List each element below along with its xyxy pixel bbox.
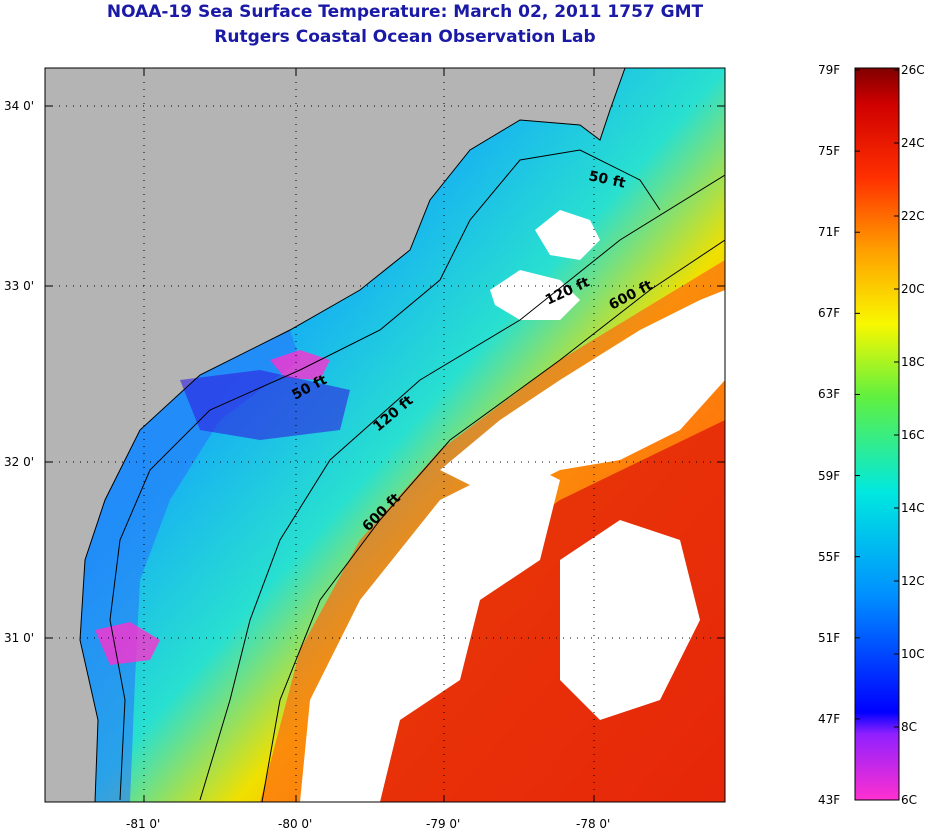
axis-ticks — [45, 68, 725, 802]
colorbar-label-fahrenheit: 47F — [818, 711, 841, 726]
colorbar-label-fahrenheit: 71F — [818, 225, 841, 240]
cool-shelf-water — [80, 330, 300, 802]
cold-patch-c — [180, 370, 350, 440]
colorbar-label-fahrenheit: 75F — [818, 144, 841, 159]
colorbar-label-fahrenheit: 55F — [818, 549, 841, 564]
contour-label-50ft: 50 ft — [587, 168, 627, 191]
lon-tick-label: -81 0' — [126, 817, 160, 831]
colorbar-label-fahrenheit: 43F — [818, 793, 841, 807]
cloud-mask-d — [535, 210, 600, 260]
contour-120ft — [199, 174, 725, 801]
lon-tick-label: -79 0' — [426, 817, 460, 831]
colorbar-label-celsius: 6C — [901, 793, 918, 807]
cold-patch-a — [270, 350, 330, 380]
cloud-mask-b — [440, 290, 725, 500]
colorbar-label-fahrenheit: 67F — [818, 306, 841, 321]
lon-tick-label: -78 0' — [576, 817, 610, 831]
cloud-mask-a — [300, 460, 560, 802]
colorbar-label-fahrenheit: 63F — [818, 387, 841, 402]
lat-tick-label: 33 0' — [4, 279, 34, 293]
cloud-mask-c — [490, 270, 580, 320]
colorbar-label-celsius: 20C — [901, 282, 925, 296]
colorbar — [854, 67, 900, 801]
lat-tick-label: 31 0' — [4, 631, 34, 645]
contour-50ft — [109, 149, 661, 801]
colorbar-label-celsius: 12C — [901, 574, 925, 588]
lon-tick-label: -80 0' — [278, 817, 312, 831]
lat-tick-label: 34 0' — [4, 99, 34, 113]
coastline — [79, 68, 626, 802]
colorbar-label-celsius: 24C — [901, 136, 925, 150]
colorbar-label-fahrenheit: 51F — [818, 630, 841, 645]
colorbar-ticks — [855, 69, 899, 801]
colorbar-label-celsius: 8C — [901, 720, 918, 734]
colorbar-label-fahrenheit: 79F — [818, 63, 841, 77]
cloud-mask-e — [560, 520, 700, 720]
colorbar-label-celsius: 14C — [901, 501, 925, 515]
lat-tick-label: 32 0' — [4, 455, 34, 469]
colorbar-label-celsius: 22C — [901, 209, 925, 223]
contour-600ft — [261, 239, 725, 802]
colorbar-label-celsius: 10C — [901, 647, 925, 661]
colorbar-label-fahrenheit: 59F — [818, 468, 841, 483]
map-subtitle: Rutgers Coastal Ocean Observation Lab — [214, 27, 596, 47]
colorbar-label-celsius: 26C — [901, 63, 925, 77]
colorbar-label-celsius: 16C — [901, 428, 925, 442]
map-title: NOAA-19 Sea Surface Temperature: March 0… — [106, 2, 704, 22]
cold-patch-b — [95, 622, 160, 665]
map-frame — [44, 67, 726, 803]
colorbar-label-celsius: 18C — [901, 355, 925, 369]
